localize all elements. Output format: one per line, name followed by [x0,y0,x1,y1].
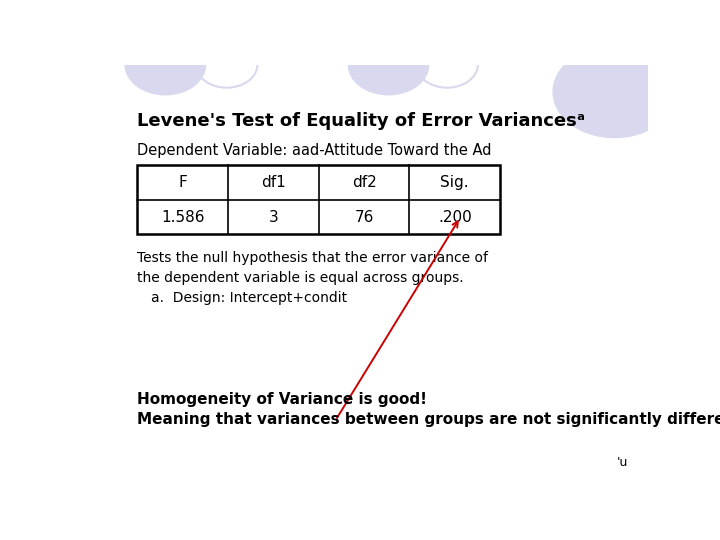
Text: .200: .200 [438,210,472,225]
Circle shape [125,35,205,94]
Text: Levene's Test of Equality of Error Variancesᵃ: Levene's Test of Equality of Error Varia… [138,112,585,130]
Text: 76: 76 [354,210,374,225]
Text: F: F [179,175,187,190]
Text: Dependent Variable: aad-Attitude Toward the Ad: Dependent Variable: aad-Attitude Toward … [138,143,492,158]
Text: Tests the null hypothesis that the error variance of: Tests the null hypothesis that the error… [138,251,488,265]
Text: a.  Design: Intercept+condit: a. Design: Intercept+condit [151,292,348,306]
Text: 3: 3 [269,210,279,225]
Text: 1.586: 1.586 [161,210,204,225]
Text: Meaning that variances between groups are not significantly different.: Meaning that variances between groups ar… [138,411,720,427]
Text: df2: df2 [352,175,377,190]
FancyBboxPatch shape [138,165,500,234]
Circle shape [348,35,428,94]
Circle shape [553,46,676,138]
Text: 'u: 'u [617,456,629,469]
Text: Sig.: Sig. [441,175,469,190]
Text: df1: df1 [261,175,286,190]
Text: Homogeneity of Variance is good!: Homogeneity of Variance is good! [138,392,428,407]
Text: the dependent variable is equal across groups.: the dependent variable is equal across g… [138,271,464,285]
